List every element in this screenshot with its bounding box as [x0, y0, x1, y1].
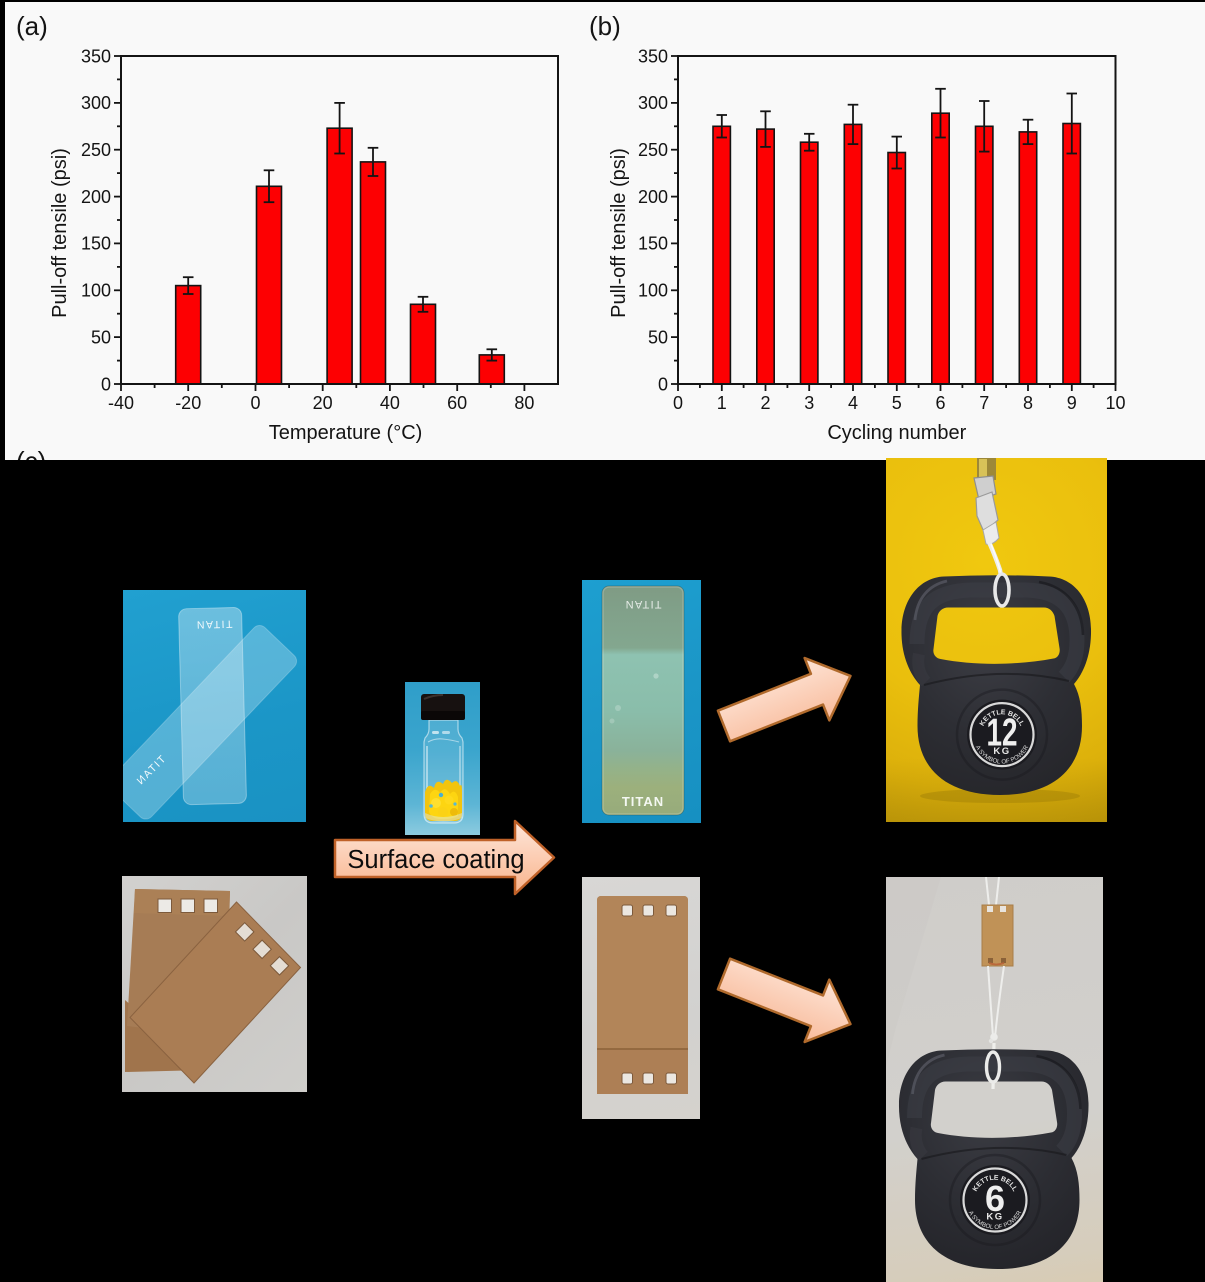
svg-text:40: 40: [380, 393, 400, 413]
svg-text:0: 0: [673, 393, 683, 413]
svg-text:0: 0: [101, 374, 111, 394]
svg-text:4: 4: [848, 393, 858, 413]
svg-text:10: 10: [1105, 393, 1125, 413]
svg-text:200: 200: [81, 187, 111, 207]
svg-text:KG: KG: [993, 746, 1010, 757]
svg-text:KG: KG: [986, 1212, 1003, 1223]
svg-text:TITAN: TITAN: [195, 617, 232, 630]
svg-text:12: 12: [987, 712, 1018, 755]
svg-text:-40: -40: [108, 393, 134, 413]
svg-text:Cycling number: Cycling number: [827, 422, 966, 444]
svg-text:3: 3: [804, 393, 814, 413]
svg-text:8: 8: [1023, 393, 1033, 413]
svg-text:200: 200: [638, 187, 668, 207]
svg-text:(b): (b): [589, 11, 621, 41]
svg-text:100: 100: [638, 281, 668, 301]
svg-text:6: 6: [935, 393, 945, 413]
svg-text:Pull-off tensile (psi): Pull-off tensile (psi): [608, 148, 630, 318]
svg-text:Pull-off tensile (psi): Pull-off tensile (psi): [49, 148, 71, 318]
svg-text:(a): (a): [16, 11, 48, 41]
svg-text:20: 20: [313, 393, 333, 413]
svg-text:TITAN: TITAN: [625, 598, 662, 610]
svg-text:6: 6: [985, 1178, 1005, 1219]
svg-text:300: 300: [81, 93, 111, 113]
svg-text:Surface coating: Surface coating: [347, 846, 524, 874]
svg-text:7: 7: [979, 393, 989, 413]
svg-text:0: 0: [250, 393, 260, 413]
svg-text:250: 250: [81, 140, 111, 160]
svg-text:300: 300: [638, 93, 668, 113]
svg-text:1: 1: [717, 393, 727, 413]
svg-text:350: 350: [81, 46, 111, 66]
svg-text:250: 250: [638, 140, 668, 160]
svg-text:150: 150: [638, 234, 668, 254]
svg-text:350: 350: [638, 46, 668, 66]
svg-text:80: 80: [514, 393, 534, 413]
svg-text:100: 100: [81, 281, 111, 301]
svg-text:-20: -20: [175, 393, 201, 413]
svg-text:60: 60: [447, 393, 467, 413]
svg-text:2: 2: [760, 393, 770, 413]
svg-text:Temperature (°C): Temperature (°C): [269, 422, 423, 444]
svg-text:5: 5: [892, 393, 902, 413]
svg-text:150: 150: [81, 234, 111, 254]
svg-text:0: 0: [658, 374, 668, 394]
svg-text:9: 9: [1067, 393, 1077, 413]
svg-text:50: 50: [648, 327, 668, 347]
svg-text:50: 50: [91, 327, 111, 347]
svg-text:TITAN: TITAN: [622, 794, 664, 809]
